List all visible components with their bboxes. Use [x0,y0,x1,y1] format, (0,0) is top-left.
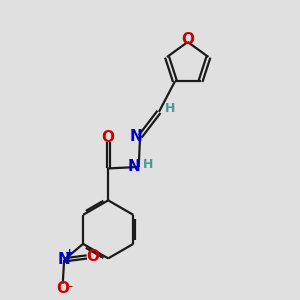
Text: N: N [129,129,142,144]
Text: ⁻: ⁻ [65,282,73,296]
Text: O: O [86,249,99,264]
Text: N: N [58,252,70,267]
Text: N: N [128,160,141,175]
Text: +: + [65,248,75,259]
Text: O: O [181,32,194,46]
Text: H: H [165,102,175,115]
Text: O: O [56,281,69,296]
Text: O: O [102,130,115,145]
Text: H: H [143,158,153,171]
